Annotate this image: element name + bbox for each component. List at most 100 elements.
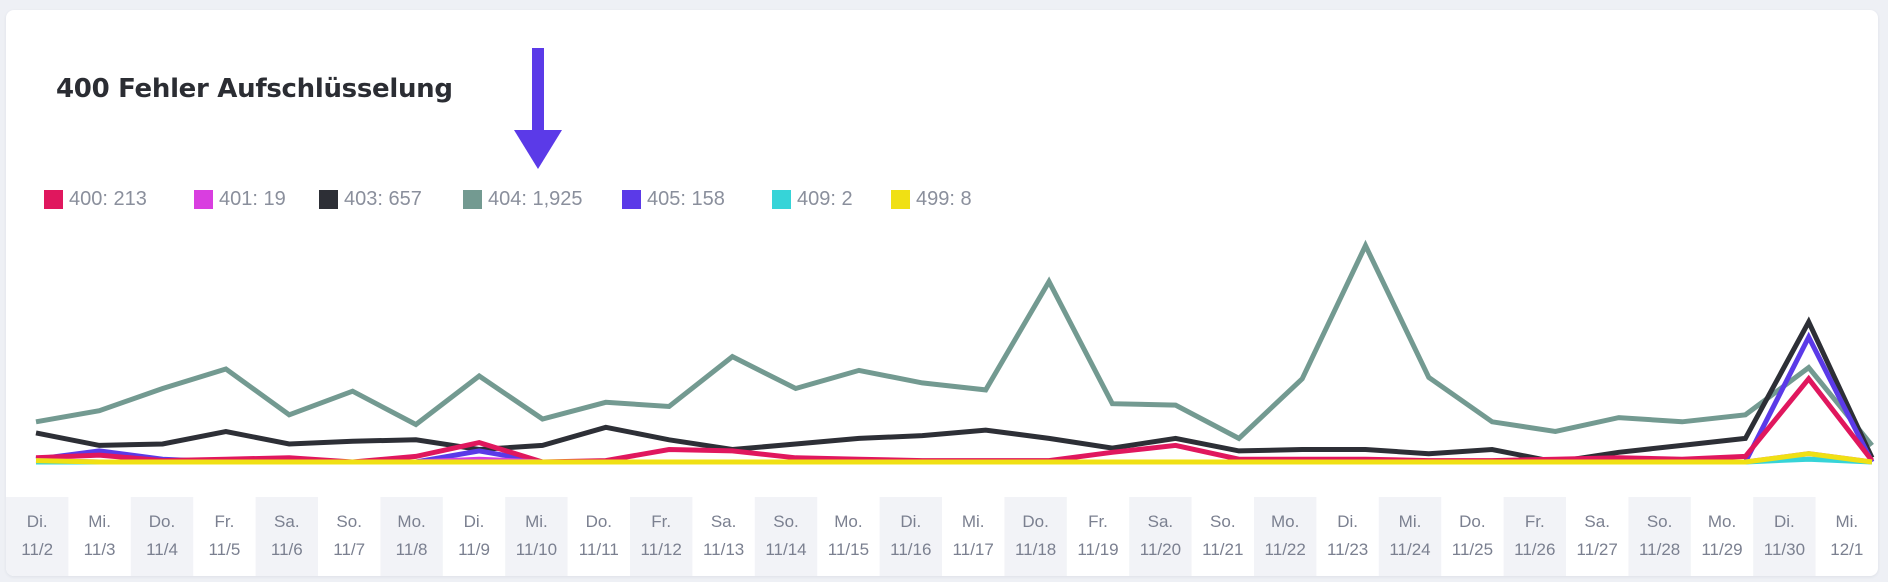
series-line-499[interactable]: [35, 451, 1873, 465]
x-tick-weekday: Mi.: [525, 512, 548, 531]
x-tick-date: 11/29: [1701, 540, 1742, 559]
x-tick-weekday: Mo.: [834, 512, 862, 531]
x-tick-weekday: Do.: [1022, 512, 1048, 531]
down-arrow-annotation: [514, 48, 562, 169]
x-tick-date: 11/19: [1077, 540, 1118, 559]
legend-label: 499: 8: [916, 187, 972, 210]
x-tick-date: 11/25: [1452, 540, 1493, 559]
x-tick-date: 11/14: [765, 540, 806, 559]
x-tick-weekday: Mi.: [1835, 512, 1858, 531]
legend-item[interactable]: 401: 19: [194, 186, 286, 212]
x-tick-weekday: Fr.: [651, 512, 671, 531]
x-tick-weekday: Mo.: [1271, 512, 1299, 531]
x-tick-weekday: Fr.: [1525, 512, 1545, 531]
legend-swatch: [463, 189, 482, 209]
legend-swatch: [772, 189, 791, 209]
x-tick-date: 11/2: [21, 540, 53, 559]
x-tick-date: 11/30: [1764, 540, 1805, 559]
x-axis-band: [1503, 497, 1566, 576]
x-tick-date: 11/13: [703, 540, 744, 559]
x-tick-date: 11/23: [1327, 540, 1368, 559]
x-tick-date: 11/21: [1202, 540, 1243, 559]
legend-label: 405: 158: [647, 187, 725, 210]
x-tick-weekday: Sa.: [274, 512, 300, 531]
x-axis-band: [380, 497, 443, 576]
legend-label: 409: 2: [797, 187, 853, 210]
x-tick-weekday: Do.: [1459, 512, 1485, 531]
x-tick-date: 11/8: [396, 540, 428, 559]
legend-item[interactable]: 403: 657: [319, 186, 422, 212]
series-line-404[interactable]: [35, 239, 1874, 447]
x-tick-weekday: Di.: [27, 512, 48, 531]
x-tick-weekday: Di.: [900, 512, 921, 531]
legend-item[interactable]: 400: 213: [44, 186, 147, 212]
x-tick-weekday: Mo.: [1708, 512, 1736, 531]
x-tick-date: 11/17: [953, 540, 994, 559]
x-axis-band: [130, 497, 194, 576]
arrow-head: [514, 130, 562, 169]
x-tick-weekday: Di.: [1337, 512, 1358, 531]
x-axis-band: [1628, 497, 1691, 576]
legend-item[interactable]: 499: 8: [891, 186, 972, 212]
legend-item[interactable]: 405: 158: [622, 186, 725, 212]
x-tick-date: 11/4: [146, 540, 178, 559]
x-tick-weekday: So.: [773, 512, 799, 531]
x-tick-date: 11/9: [458, 540, 490, 559]
x-axis-band: [754, 497, 818, 576]
x-tick-weekday: So.: [336, 512, 362, 531]
x-tick-date: 11/22: [1265, 540, 1306, 559]
x-axis-band: [6, 497, 69, 576]
x-tick-date: 11/3: [84, 540, 116, 559]
chart-title: 400 Fehler Aufschlüsselung: [56, 74, 453, 104]
x-tick-weekday: Mi.: [1399, 512, 1422, 531]
x-axis-band: [1378, 497, 1442, 576]
legend-label: 401: 19: [219, 187, 286, 210]
legend-swatch: [891, 189, 910, 209]
legend-item[interactable]: 409: 2: [772, 186, 853, 212]
x-axis-band: [1129, 497, 1192, 576]
x-tick-weekday: Do.: [149, 512, 175, 531]
x-tick-date: 11/24: [1389, 540, 1430, 559]
legend-swatch: [194, 189, 213, 209]
legend-label: 400: 213: [69, 187, 147, 210]
x-tick-date: 11/7: [333, 540, 365, 559]
chart-card: 400 Fehler Aufschlüsselung 400: 213 401: …: [6, 10, 1878, 576]
x-tick-weekday: Di.: [1774, 512, 1795, 531]
legend-swatch: [319, 189, 338, 209]
x-tick-date: 11/18: [1015, 540, 1056, 559]
x-axis-band: [1254, 497, 1317, 576]
x-axis-band: [879, 497, 942, 576]
x-tick-weekday: Mi.: [88, 512, 111, 531]
arrow-shaft: [532, 48, 544, 140]
x-tick-date: 11/11: [579, 540, 619, 559]
x-tick-weekday: Sa.: [711, 512, 737, 531]
x-tick-weekday: Fr.: [1088, 512, 1108, 531]
x-tick-weekday: Sa.: [1148, 512, 1174, 531]
x-tick-date: 11/10: [516, 540, 557, 559]
x-tick-date: 11/20: [1140, 540, 1181, 559]
x-tick-weekday: So.: [1210, 512, 1236, 531]
legend-swatch: [44, 189, 63, 209]
x-axis-band: [1004, 497, 1067, 576]
x-tick-date: 11/16: [890, 540, 931, 559]
x-axis-band: [630, 497, 693, 576]
x-tick-date: 11/6: [271, 540, 303, 559]
legend-swatch: [622, 189, 641, 209]
x-tick-date: 11/26: [1514, 540, 1555, 559]
x-tick-weekday: Di.: [464, 512, 485, 531]
series-line-403[interactable]: [35, 316, 1875, 465]
x-tick-date: 11/28: [1639, 540, 1680, 559]
x-tick-date: 11/5: [208, 540, 240, 559]
x-axis-band: [505, 497, 568, 576]
x-tick-date: 11/15: [828, 540, 869, 559]
line-chart: Di. 11/2 Mi. 11/3 Do. 11/4 Fr. 11/5 Sa. 11/6 So. 11…: [6, 239, 1875, 576]
x-tick-date: 11/12: [641, 540, 682, 559]
legend-label: 404: 1,925: [488, 187, 583, 210]
x-axis-band: [255, 497, 318, 576]
x-axis-band: [1753, 497, 1816, 576]
x-tick-weekday: Mo.: [397, 512, 425, 531]
x-tick-weekday: Sa.: [1584, 512, 1610, 531]
x-tick-date: 12/1: [1830, 540, 1863, 559]
x-tick-weekday: Fr.: [214, 512, 234, 531]
legend-item[interactable]: 404: 1,925: [463, 186, 583, 212]
